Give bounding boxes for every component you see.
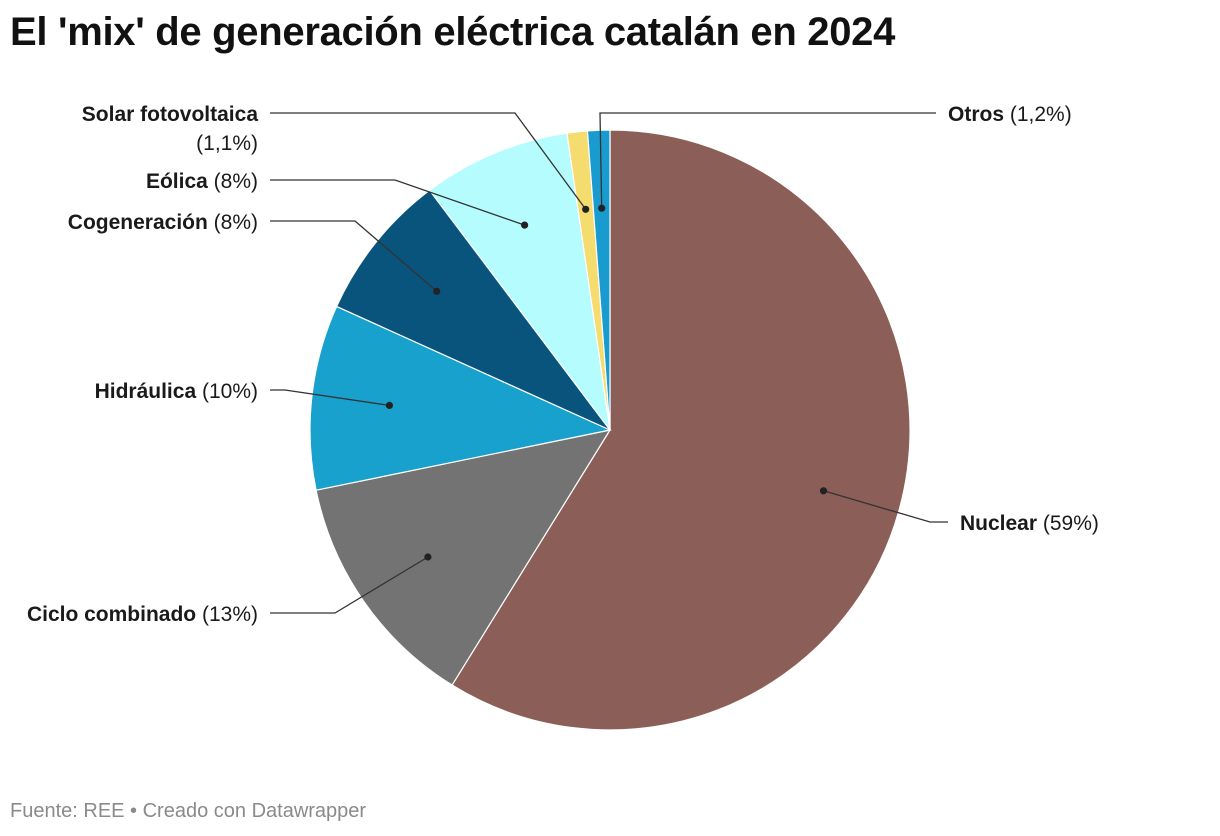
pie-slice-nuclear <box>451 129 911 731</box>
slice-label-eolica: Eólica (8%) <box>146 170 258 193</box>
slice-label-name: Otros <box>948 103 1004 126</box>
slice-label-name: Ciclo combinado <box>27 603 196 626</box>
leader-dot-otros <box>598 204 606 212</box>
leader-line-nuclear <box>823 490 948 523</box>
chart-footer: Fuente: REE • Creado con Datawrapper <box>10 800 367 822</box>
slice-label-percent: (8%) <box>208 170 258 193</box>
slice-label-name: Hidráulica <box>95 380 197 403</box>
chart-title: El 'mix' de generación eléctrica catalán… <box>10 10 896 54</box>
pie-slice-cogeneracion <box>335 189 611 431</box>
slice-label-name: Cogeneración <box>68 211 208 234</box>
slice-label-otros: Otros (1,2%) <box>948 103 1072 126</box>
pie-slice-ciclo-combinado <box>315 429 612 686</box>
leader-dot-hidraulica <box>385 401 393 409</box>
pie-slice-otros <box>586 129 611 431</box>
leader-line-cogeneracion <box>270 220 438 292</box>
label-leaders <box>270 112 948 614</box>
pie-slices <box>309 129 911 731</box>
leader-dot-solar-fotovoltaica <box>582 205 590 213</box>
leader-dot-eolica <box>521 221 529 229</box>
leader-line-hidraulica <box>270 389 390 407</box>
slice-label-percent: (8%) <box>208 211 258 234</box>
leader-line-solar-fotovoltaica <box>270 112 587 210</box>
leader-line-otros <box>599 112 936 209</box>
leader-line-ciclo-combinado <box>270 556 429 614</box>
slice-label-name: Solar fotovoltaica <box>82 103 259 126</box>
slice-label-ciclo-combinado: Ciclo combinado (13%) <box>27 603 258 626</box>
slice-label-nuclear: Nuclear (59%) <box>960 512 1099 535</box>
slice-label-percent: (13%) <box>196 603 258 626</box>
slice-label-percent: (10%) <box>196 380 258 403</box>
slice-label-percent: (1,1%) <box>196 132 258 155</box>
slice-label-percent: (1,2%) <box>1004 103 1072 126</box>
slice-label-cogeneracion: Cogeneración (8%) <box>68 211 258 234</box>
slice-label-name: Nuclear <box>960 512 1037 535</box>
slice-label-percent: (59%) <box>1037 512 1099 535</box>
leader-dot-cogeneracion <box>433 287 441 295</box>
slice-label-hidraulica: Hidráulica (10%) <box>95 380 258 403</box>
slice-label-name: Eólica <box>146 170 208 193</box>
leader-dot-ciclo-combinado <box>424 553 432 561</box>
leader-line-eolica <box>270 179 525 226</box>
leader-dot-nuclear <box>819 487 828 495</box>
pie-slice-hidraulica <box>309 305 612 491</box>
slice-label-solar-fotovoltaica: Solar fotovoltaica (1,1%) <box>82 103 259 155</box>
slice-labels: Nuclear (59%) Ciclo combinado (13%) Hidráu… <box>27 103 1099 626</box>
